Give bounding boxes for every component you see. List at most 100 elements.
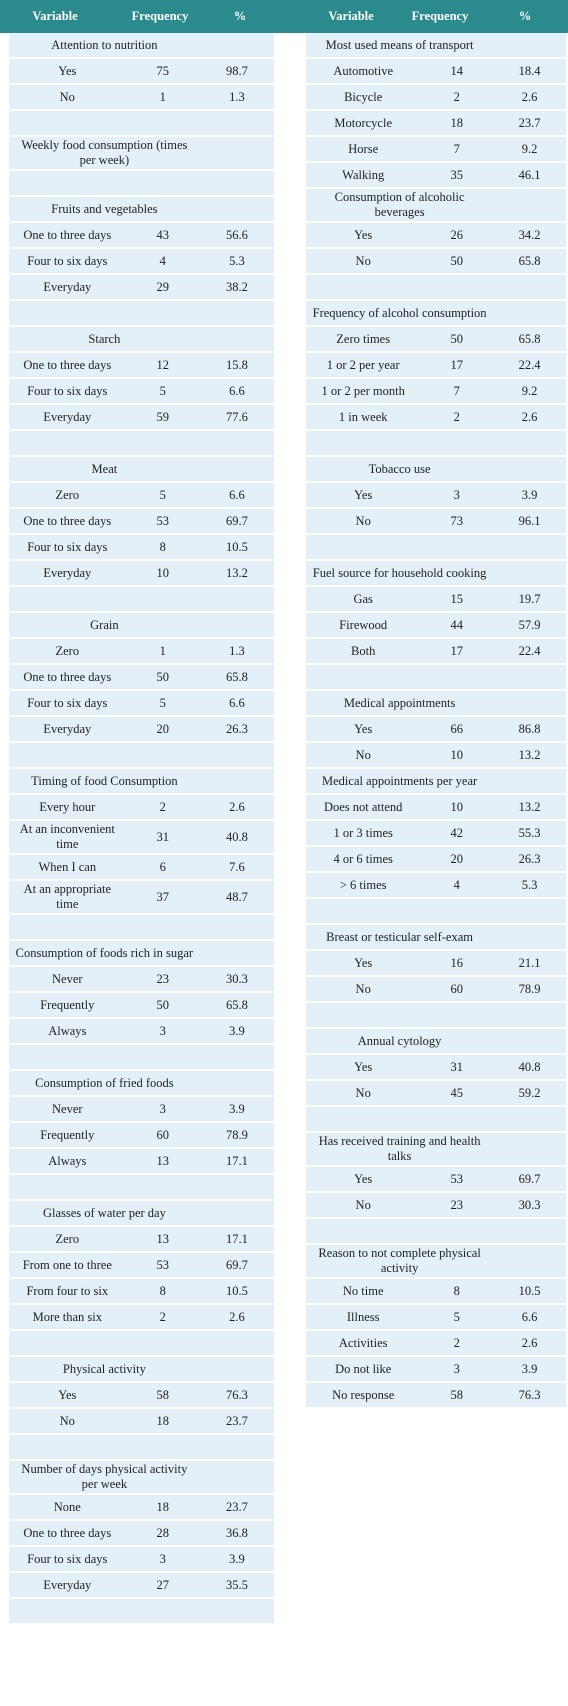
frequency-cell: 3 — [125, 1546, 200, 1573]
cell — [199, 456, 274, 483]
section-row: Medical appointments — [306, 690, 566, 717]
label-cell: One to three days — [9, 352, 126, 379]
label-cell: No — [9, 1408, 126, 1435]
percent-cell: 10.5 — [493, 1278, 566, 1305]
section-title: Has received training and health talks — [306, 1132, 494, 1167]
percent-cell: 69.7 — [199, 1252, 274, 1279]
label-cell: Every hour — [9, 794, 126, 821]
cell — [9, 300, 274, 327]
label-cell: 1 or 2 per month — [306, 378, 421, 405]
blank-row — [9, 1598, 274, 1625]
frequency-cell: 5 — [125, 690, 200, 717]
blank-row — [306, 274, 566, 301]
percent-cell: 3.9 — [493, 1356, 566, 1383]
cell — [493, 456, 566, 483]
section-row: Frequency of alcohol consumption — [306, 300, 566, 327]
percent-cell: 77.6 — [199, 404, 274, 431]
percent-cell: 7.6 — [199, 854, 274, 881]
cell — [493, 768, 566, 795]
percent-cell: 15.8 — [199, 352, 274, 379]
section-title: Breast or testicular self-exam — [306, 924, 494, 951]
label-cell: No — [306, 742, 421, 769]
percent-cell: 65.8 — [493, 326, 566, 353]
frequency-cell: 3 — [420, 1356, 494, 1383]
blank-row — [306, 898, 566, 925]
section-title: Grain — [9, 612, 200, 639]
section-title: Frequency of alcohol consumption — [306, 300, 494, 327]
percent-cell: 30.3 — [493, 1192, 566, 1219]
frequency-cell: 59 — [125, 404, 200, 431]
section-row: Weekly food consumption (times per week) — [9, 136, 274, 171]
section-row: Meat — [9, 456, 274, 483]
data-row: No 1 1.3 — [9, 84, 274, 111]
data-row: Does not attend 10 13.2 — [306, 794, 566, 821]
frequency-cell: 2 — [420, 84, 494, 111]
percent-cell: 34.2 — [493, 222, 566, 249]
frequency-cell: 3 — [420, 482, 494, 509]
cell — [9, 1434, 274, 1461]
data-row: At an inconvenient time 31 40.8 — [9, 820, 274, 855]
label-cell: Zero — [9, 482, 126, 509]
percent-cell: 2.6 — [493, 404, 566, 431]
percent-cell: 5.3 — [493, 872, 566, 899]
percent-cell: 56.6 — [199, 222, 274, 249]
label-cell: Yes — [306, 716, 421, 743]
section-row: Medical appointments per year — [306, 768, 566, 795]
section-title: Meat — [9, 456, 200, 483]
section-title: Weekly food consumption (times per week) — [9, 136, 200, 171]
label-cell: Everyday — [9, 716, 126, 743]
frequency-cell: 27 — [125, 1572, 200, 1599]
data-row: Yes 3 3.9 — [306, 482, 566, 509]
section-title: Physical activity — [9, 1356, 200, 1383]
frequency-cell: 8 — [420, 1278, 494, 1305]
section-row: Fuel source for household cooking — [306, 560, 566, 587]
label-cell: Zero — [9, 638, 126, 665]
label-cell: Both — [306, 638, 421, 665]
percent-cell: 6.6 — [199, 690, 274, 717]
data-row: Bicycle 2 2.6 — [306, 84, 566, 111]
frequency-cell: 53 — [125, 1252, 200, 1279]
cell — [199, 940, 274, 967]
frequency-cell: 15 — [420, 586, 494, 613]
frequency-cell: 75 — [125, 58, 200, 85]
label-cell: Everyday — [9, 274, 126, 301]
label-cell: Zero times — [306, 326, 421, 353]
label-cell: Yes — [306, 482, 421, 509]
section-title: Starch — [9, 326, 200, 353]
frequency-cell: 8 — [125, 534, 200, 561]
data-row: Illness 5 6.6 — [306, 1304, 566, 1331]
percent-cell: 76.3 — [493, 1382, 566, 1409]
data-row: Never 23 30.3 — [9, 966, 274, 993]
frequency-cell: 50 — [125, 992, 200, 1019]
data-row: Always 3 3.9 — [9, 1018, 274, 1045]
data-row: Horse 7 9.2 — [306, 136, 566, 163]
percent-cell: 17.1 — [199, 1226, 274, 1253]
percent-cell: 78.9 — [493, 976, 566, 1003]
label-cell: From one to three — [9, 1252, 126, 1279]
percent-cell: 36.8 — [199, 1520, 274, 1547]
section-title: Attention to nutrition — [9, 33, 200, 59]
section-title: Most used means of transport — [306, 33, 494, 59]
blank-row — [9, 110, 274, 137]
percent-cell: 23.7 — [493, 110, 566, 137]
header-cell: Variable — [328, 9, 374, 23]
data-row: Everyday 59 77.6 — [9, 404, 274, 431]
data-row: Four to six days 8 10.5 — [9, 534, 274, 561]
frequency-cell: 12 — [125, 352, 200, 379]
label-cell: Everyday — [9, 404, 126, 431]
data-row: 1 or 2 per month 7 9.2 — [306, 378, 566, 405]
label-cell: Four to six days — [9, 378, 126, 405]
label-cell: Yes — [306, 950, 421, 977]
label-cell: Yes — [9, 58, 126, 85]
frequency-cell: 3 — [125, 1018, 200, 1045]
frequency-cell: 18 — [125, 1494, 200, 1521]
section-title: Annual cytology — [306, 1028, 494, 1055]
frequency-cell: 10 — [125, 560, 200, 587]
frequency-cell: 60 — [420, 976, 494, 1003]
frequency-cell: 53 — [125, 508, 200, 535]
data-row: More than six 2 2.6 — [9, 1304, 274, 1331]
label-cell: More than six — [9, 1304, 126, 1331]
label-cell: No — [306, 1192, 421, 1219]
label-cell: One to three days — [9, 664, 126, 691]
label-cell: From four to six — [9, 1278, 126, 1305]
